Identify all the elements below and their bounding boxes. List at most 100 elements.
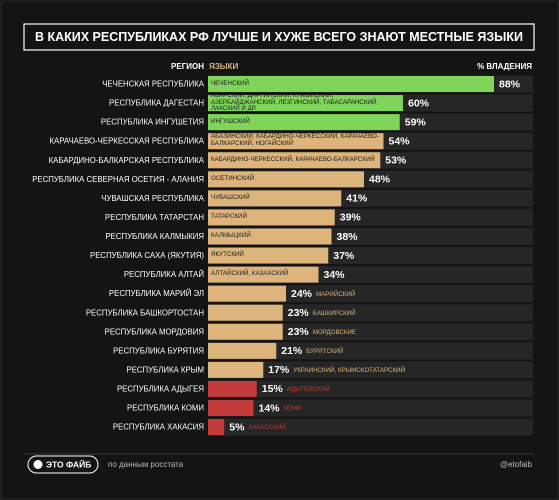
bar bbox=[208, 285, 286, 302]
value-label: 48% bbox=[369, 174, 391, 186]
bar bbox=[208, 361, 264, 378]
bar bbox=[208, 342, 277, 359]
row-label: КАБАРДИНО-БАЛКАРСКАЯ РЕСПУБЛИКА bbox=[49, 156, 205, 165]
language-label: ИНГУШСКИЙ bbox=[211, 117, 250, 125]
row-label: ЧУВАШСКАЯ РЕСПУБЛИКА bbox=[101, 194, 205, 203]
language-label: АБАЗИНСКИЙ, КАБАРДИНО-ЧЕРКЕССКИЙ, КАРАЧА… bbox=[211, 133, 379, 148]
row-track bbox=[208, 418, 533, 436]
brand-icon bbox=[33, 460, 43, 469]
value-label: 41% bbox=[346, 193, 368, 205]
row-track bbox=[208, 323, 533, 341]
chart-title: В КАКИХ РЕСПУБЛИКАХ РФ ЛУЧШЕ И ХУЖЕ ВСЕГ… bbox=[35, 30, 523, 44]
language-box: ТАТАРСКИЙ bbox=[211, 213, 247, 220]
row-label: РЕСПУБЛИКА МАРИЙ ЭЛ bbox=[109, 289, 204, 298]
value-label: 23% bbox=[288, 307, 310, 319]
language-label: ЯКУТСКИЙ bbox=[211, 251, 244, 259]
value-label: 15% bbox=[262, 383, 284, 395]
row-label: ЧЕЧЕНСКАЯ РЕСПУБЛИКА bbox=[102, 80, 205, 89]
value-label: 53% bbox=[385, 155, 407, 167]
bar bbox=[208, 323, 283, 340]
row-label: РЕСПУБЛИКА ИНГУШЕТИЯ bbox=[101, 118, 204, 127]
value-label: 59% bbox=[405, 116, 427, 128]
source: по данным росстата bbox=[108, 460, 184, 469]
language-label: АЛТАЙСКИЙ, КАЗАХСКИЙ bbox=[211, 270, 289, 278]
row-label: РЕСПУБЛИКА СЕВЕРНАЯ ОСЕТИЯ - АЛАНИЯ bbox=[32, 175, 204, 184]
bar bbox=[208, 133, 384, 150]
language-label: МАРИЙСКИЙ bbox=[316, 290, 355, 298]
bar bbox=[208, 400, 254, 417]
row-track bbox=[208, 342, 533, 360]
language-label: ТАТАРСКИЙ bbox=[211, 213, 247, 220]
row-track bbox=[208, 380, 533, 398]
brand-pill bbox=[27, 455, 99, 474]
language-label: БАШКИРСКИЙ bbox=[313, 309, 356, 317]
language-label: ЧЕЧЕНСКИЙ bbox=[211, 79, 249, 87]
language-box: ЧЕЧЕНСКИЙ bbox=[211, 79, 249, 87]
bar bbox=[208, 228, 332, 245]
bar bbox=[208, 419, 225, 436]
handle: @etofaib bbox=[500, 460, 533, 469]
bar bbox=[208, 190, 342, 207]
value-label: 23% bbox=[288, 326, 310, 338]
language-box: АЛТАЙСКИЙ, КАЗАХСКИЙ bbox=[211, 270, 289, 278]
row-label: КАРАЧАЕВО-ЧЕРКЕССКАЯ РЕСПУБЛИКА bbox=[49, 137, 204, 146]
row-label: РЕСПУБЛИКА КРЫМ bbox=[127, 365, 204, 374]
language-box: АБАЗИНСКИЙ, КАБАРДИНО-ЧЕРКЕССКИЙ, КАРАЧА… bbox=[211, 133, 379, 148]
row-label: РЕСПУБЛИКА МОРДОВИЯ bbox=[105, 327, 204, 336]
value-label: 34% bbox=[324, 269, 346, 281]
row-label: РЕСПУБЛИКА САХА (ЯКУТИЯ) bbox=[90, 251, 204, 260]
title-box bbox=[23, 23, 535, 51]
language-label: ЧУВАШСКИЙ bbox=[211, 193, 250, 201]
language-box: КАБАРДИНО-ЧЕРКЕССКИЙ, КАРАЧАЕВО-БАЛКАРСК… bbox=[211, 155, 375, 163]
value-label: 39% bbox=[340, 212, 362, 224]
value-label: 60% bbox=[408, 97, 430, 109]
value-label: 37% bbox=[333, 250, 355, 262]
value-label: 38% bbox=[337, 231, 359, 243]
bar bbox=[208, 380, 257, 397]
language-box: АВАРСКИЙ, ДАРГИНСКИЙ, КУМЫКСКИЙ, АЗЕРБАЙ… bbox=[211, 95, 378, 111]
row-label: РЕСПУБЛИКА КАЛМЫКИЯ bbox=[105, 232, 204, 241]
language-box: ОСЕТИНСКИЙ bbox=[211, 174, 255, 182]
language-box: ИНГУШСКИЙ bbox=[211, 117, 250, 125]
language-label: КАЛМЫЦКИЙ bbox=[211, 232, 251, 240]
language-box: ЧУВАШСКИЙ bbox=[211, 193, 250, 201]
bar bbox=[208, 152, 381, 169]
row-label: РЕСПУБЛИКА БАШКОРТОСТАН bbox=[86, 308, 204, 317]
language-label: МОРДОВСКИЕ bbox=[313, 329, 356, 336]
bar bbox=[208, 171, 364, 188]
row-label: РЕСПУБЛИКА ТАТАРСТАН bbox=[105, 213, 204, 222]
value-label: 24% bbox=[291, 288, 313, 300]
language-label: УКРАИНСКИЙ, КРЫМСКОТАТАРСКИЙ bbox=[293, 366, 405, 374]
row-label: РЕСПУБЛИКА АДЫГЕЯ bbox=[117, 385, 204, 394]
language-label: АДЫГЕЙСКИЙ bbox=[287, 385, 330, 393]
language-label: КАБАРДИНО-ЧЕРКЕССКИЙ, КАРАЧАЕВО-БАЛКАРСК… bbox=[211, 155, 375, 163]
row-label: РЕСПУБЛИКА БУРЯТИЯ bbox=[113, 346, 204, 355]
row-label: РЕСПУБЛИКА ДАГЕСТАН bbox=[109, 99, 204, 108]
column-label: % ВЛАДЕНИЯ bbox=[477, 62, 532, 71]
row-track bbox=[208, 361, 533, 379]
language-box: КАЛМЫЦКИЙ bbox=[211, 232, 251, 240]
bar bbox=[208, 247, 329, 264]
value-label: 17% bbox=[268, 364, 290, 376]
value-label: 54% bbox=[389, 135, 411, 147]
language-box: ЯКУТСКИЙ bbox=[211, 251, 244, 259]
column-label: ЯЗЫКИ bbox=[209, 62, 238, 71]
bar bbox=[208, 209, 335, 226]
bar bbox=[208, 266, 319, 283]
value-label: 21% bbox=[281, 345, 303, 357]
language-label: ХАКАССКИЙ bbox=[248, 423, 285, 431]
row-label: РЕСПУБЛИКА ХАКАСИЯ bbox=[113, 423, 204, 432]
language-label: ОСЕТИНСКИЙ bbox=[211, 174, 255, 182]
bar bbox=[208, 114, 400, 131]
value-label: 5% bbox=[229, 421, 245, 433]
language-label: БУРЯТСКИЙ bbox=[306, 347, 343, 355]
language-label: КОМИ bbox=[284, 405, 302, 412]
value-label: 14% bbox=[259, 402, 281, 414]
row-label: РЕСПУБЛИКА АЛТАЙ bbox=[124, 270, 204, 279]
column-label: РЕГИОН bbox=[171, 62, 204, 71]
bar bbox=[208, 95, 403, 112]
bar bbox=[208, 76, 494, 92]
row-label: РЕСПУБЛИКА КОМИ bbox=[127, 404, 204, 413]
